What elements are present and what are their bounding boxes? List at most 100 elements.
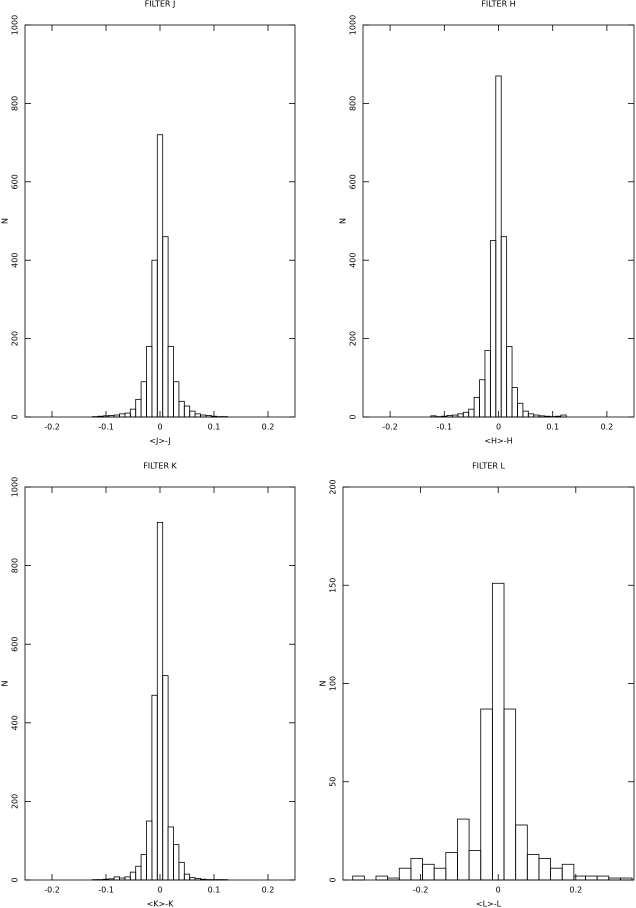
bar (156, 134, 164, 418)
x-axis-label: <K>-K (147, 900, 175, 908)
x-tick-label: 0.2 (569, 886, 582, 895)
x-axis-label: <J>-J (149, 437, 170, 446)
bar (479, 379, 486, 418)
plot-frame (362, 24, 635, 418)
bar (178, 400, 185, 418)
y-tick-label: 800 (349, 96, 358, 111)
x-tick-label: -0.1 (98, 886, 114, 895)
bar (457, 413, 464, 418)
bar (167, 826, 174, 881)
bar (561, 863, 575, 881)
x-tick-label: 0.1 (208, 423, 221, 432)
bar (433, 867, 447, 881)
y-tick-label: 600 (349, 174, 358, 189)
chart-title: FILTER J (145, 0, 176, 9)
bar (146, 820, 153, 881)
y-tick-label: 0 (329, 877, 338, 882)
bar (457, 818, 470, 881)
bar (162, 236, 169, 418)
bar (517, 402, 524, 418)
bar (135, 865, 142, 881)
y-tick-label: 100 (329, 676, 338, 691)
x-tick-label: 0.2 (262, 886, 275, 895)
y-axis-label: N (319, 680, 328, 686)
bar (398, 867, 412, 881)
bar (506, 346, 513, 418)
bar (495, 75, 502, 418)
x-axis-label: <H>-H (484, 437, 512, 446)
bar (468, 850, 482, 881)
x-tick-label: 0.2 (601, 423, 614, 432)
plot-frame (24, 486, 296, 881)
bar (352, 875, 365, 881)
bar (422, 863, 435, 881)
bar (129, 871, 137, 881)
bar (550, 867, 563, 881)
bar (515, 824, 528, 881)
x-tick-label: -0.2 (382, 423, 398, 432)
y-tick-label: 150 (329, 578, 338, 593)
bar (135, 398, 142, 418)
bar (178, 861, 185, 881)
y-tick-label: 200 (349, 331, 358, 346)
x-tick-label: 0 (496, 886, 501, 895)
bar (375, 875, 389, 881)
bar (156, 521, 164, 881)
bar (522, 410, 529, 418)
chart-title: FILTER K (143, 462, 177, 471)
bar (151, 259, 158, 418)
bar (585, 875, 598, 881)
chart-title: FILTER H (481, 0, 515, 9)
bar (189, 410, 196, 418)
bar (167, 346, 174, 418)
bar (489, 240, 497, 418)
x-tick-label: -0.2 (44, 886, 60, 895)
y-tick-label: 1000 (11, 15, 20, 35)
bar (473, 396, 480, 418)
y-tick-label: 0 (11, 414, 20, 419)
plot-frame (342, 486, 635, 881)
bar (480, 708, 493, 881)
bar (183, 873, 191, 881)
bar (113, 876, 120, 881)
y-axis-label: N (339, 218, 348, 224)
y-tick-label: 800 (11, 558, 20, 573)
bar (445, 852, 458, 881)
chart-title: FILTER L (472, 462, 505, 471)
bar (503, 708, 517, 881)
y-tick-label: 1000 (11, 477, 20, 497)
bar (194, 413, 201, 418)
bar (484, 349, 491, 418)
bar (511, 387, 518, 418)
bar (119, 413, 126, 418)
bar (462, 411, 470, 418)
bar (500, 236, 508, 418)
x-tick-label: -0.2 (413, 886, 429, 895)
bar (527, 413, 535, 418)
bar (151, 694, 158, 881)
y-tick-label: 600 (11, 637, 20, 652)
x-tick-label: 0 (496, 423, 501, 432)
x-tick-label: 0.1 (546, 423, 559, 432)
x-tick-label: 0 (157, 423, 162, 432)
x-tick-label: -0.2 (44, 423, 60, 432)
y-tick-label: 200 (11, 331, 20, 346)
x-tick-label: 0.2 (262, 423, 275, 432)
bar (124, 876, 131, 881)
y-tick-label: 800 (11, 96, 20, 111)
bar (140, 854, 147, 881)
y-tick-label: 600 (11, 174, 20, 189)
bar (538, 857, 551, 881)
bar (491, 582, 505, 881)
bar (173, 381, 180, 418)
y-tick-label: 0 (349, 414, 358, 419)
x-tick-label: 0 (157, 886, 162, 895)
y-tick-label: 1000 (349, 15, 358, 35)
bar (526, 854, 540, 881)
bar (173, 844, 180, 881)
x-tick-label: 0.1 (208, 886, 221, 895)
x-axis-label: <L>-L (476, 900, 502, 908)
x-tick-label: -0.1 (98, 423, 114, 432)
bar (183, 405, 191, 418)
